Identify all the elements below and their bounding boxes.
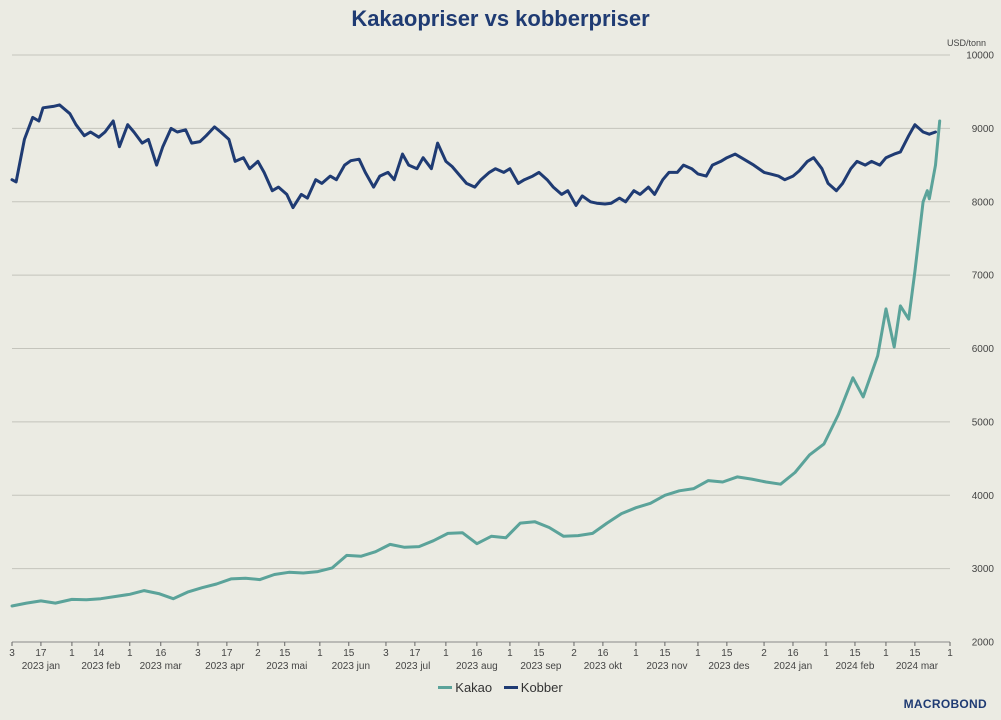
y-tick-label: 2000 [972,638,995,649]
x-tick-label: 17 [35,648,47,659]
series-lines [10,103,942,608]
x-tick-label: 1 [947,648,953,659]
x-tick-label: 3 [9,648,15,659]
x-tick-label: 15 [659,648,671,659]
y-tick-label: 7000 [972,271,995,282]
series-line-kakao [10,119,942,608]
x-month-label: 2024 mar [896,661,939,672]
x-month-label: 2023 aug [456,661,498,672]
x-month-label: 2023 sep [520,661,562,672]
y-tick-label: 10000 [966,51,994,62]
x-tick-label: 3 [195,648,201,659]
y-tick-label: 5000 [972,417,995,428]
x-tick-label: 1 [69,648,75,659]
legend-swatch-kakao [438,686,453,689]
x-tick-label: 1 [507,648,513,659]
x-tick-label: 1 [695,648,701,659]
x-month-label: 2024 feb [835,661,874,672]
legend: Kakao Kobber [0,677,1001,695]
x-tick-label: 1 [443,648,449,659]
x-tick-label: 15 [279,648,291,659]
axes: 2000 3000 4000 5000 6000 7000 8000 9000 10000 3 17… [9,51,994,673]
x-month-label: 2023 mar [140,661,183,672]
x-month-label: 2024 jan [774,661,812,672]
legend-label-kakao: Kakao [455,680,493,695]
x-month-label: 2023 apr [205,661,245,672]
x-tick-label: 17 [221,648,233,659]
x-tick-label: 17 [409,648,421,659]
x-month-label: 2023 mai [266,661,307,672]
x-month-label: 2023 jul [395,661,430,672]
x-tick-label: 1 [823,648,829,659]
x-month-label: 2023 okt [584,661,623,672]
x-tick-label: 15 [849,648,861,659]
x-month-label: 2023 nov [646,661,687,672]
x-tick-label: 1 [883,648,889,659]
legend-item-kakao: Kakao [438,680,492,695]
x-tick-label: 16 [597,648,609,659]
x-month-label: 2023 jan [22,661,60,672]
x-month-label: 2023 feb [81,661,120,672]
macrobond-logo: MACROBOND [903,697,987,711]
y-tick-label: 9000 [972,124,995,135]
y-axis-unit-label: USD/tonn [947,38,986,48]
legend-item-kobber: Kobber [503,680,563,695]
x-tick-label: 15 [343,648,355,659]
x-month-label: 2023 des [708,661,749,672]
x-tick-label: 2 [255,648,261,659]
x-tick-label: 2 [761,648,767,659]
gridlines [12,54,950,643]
series-line-kobber [10,103,937,210]
chart-title: Kakaopriser vs kobberpriser [351,6,650,31]
x-tick-label: 15 [533,648,545,659]
x-tick-label: 16 [155,648,167,659]
x-tick-label: 15 [909,648,921,659]
x-tick-label: 14 [93,648,105,659]
x-tick-label: 2 [571,648,577,659]
legend-label-kobber: Kobber [520,680,563,695]
y-tick-label: 6000 [972,344,995,355]
x-month-label: 2023 jun [332,661,370,672]
y-tick-label: 4000 [972,491,995,502]
x-tick-label: 1 [633,648,639,659]
y-tick-label: 8000 [972,197,995,208]
x-tick-label: 16 [471,648,483,659]
y-tick-label: 3000 [972,564,995,575]
x-tick-label: 3 [383,648,389,659]
x-tick-label: 1 [127,648,133,659]
x-tick-label: 16 [787,648,799,659]
x-tick-label: 15 [721,648,733,659]
legend-swatch-kobber [503,686,518,689]
x-tick-label: 1 [317,648,323,659]
